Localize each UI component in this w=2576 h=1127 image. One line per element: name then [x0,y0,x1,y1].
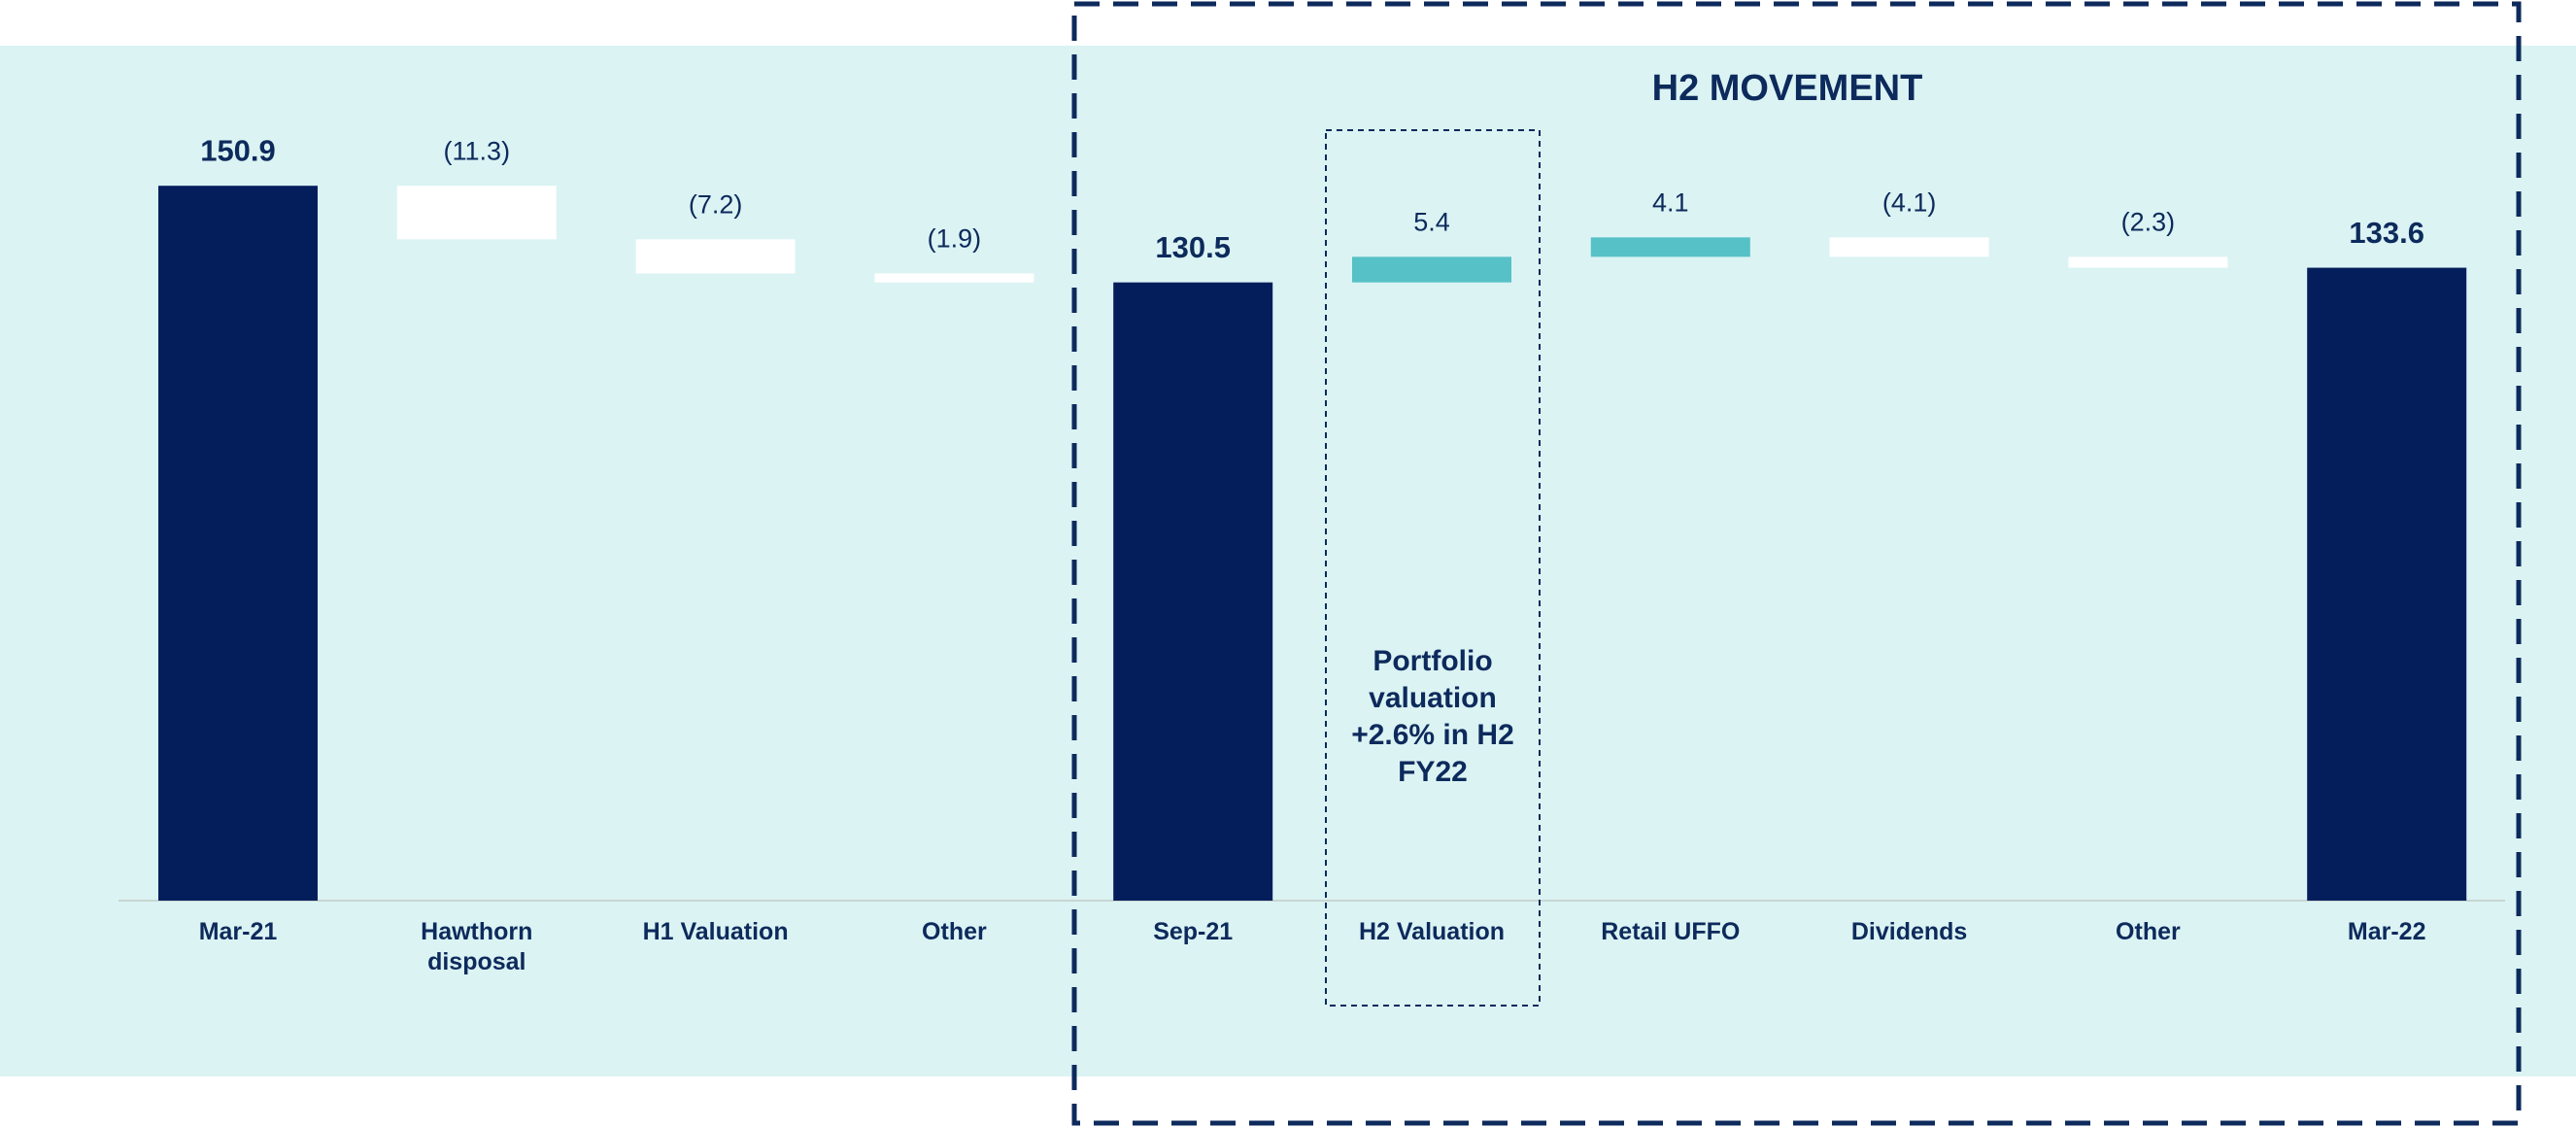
bar [1829,237,1989,257]
value-label: (4.1) [1882,188,1937,217]
bar [2307,267,2467,902]
h2-box [1071,1,2522,1126]
value-label: 5.4 [1413,207,1450,236]
bar [635,239,796,274]
bar [1113,282,1273,901]
value-label: 133.6 [2349,216,2424,250]
category-label: Other [2116,918,2181,945]
category-label: Mar-22 [2347,918,2426,945]
value-label: 130.5 [1155,230,1231,264]
category-label: Retail UFFO [1601,918,1741,945]
value-label: (11.3) [444,136,511,165]
value-label: 150.9 [200,133,276,167]
bar [1590,237,1750,257]
bar [874,273,1034,283]
category-label: H1 Valuation [642,918,789,945]
h2-valuation-box [1325,129,1541,1007]
value-label: 4.1 [1652,188,1689,217]
bar [2068,256,2228,268]
annotation: Portfolio valuation +2.6% in H2 FY22 [1351,645,1514,788]
value-label: (2.3) [2121,207,2176,236]
category-label: Hawthorn disposal [421,918,533,975]
category-label: Dividends [1850,918,1968,945]
category-label: H2 Valuation [1358,918,1506,945]
h2-title: H2 MOVEMENT [1652,68,1923,109]
bar [158,186,318,902]
category-label: Sep-21 [1153,918,1234,945]
bar [396,186,557,240]
value-label: (7.2) [689,189,743,219]
value-label: (1.9) [928,224,982,254]
category-label: Other [922,918,987,945]
category-label: Mar-21 [198,918,278,945]
bar [1352,256,1511,283]
